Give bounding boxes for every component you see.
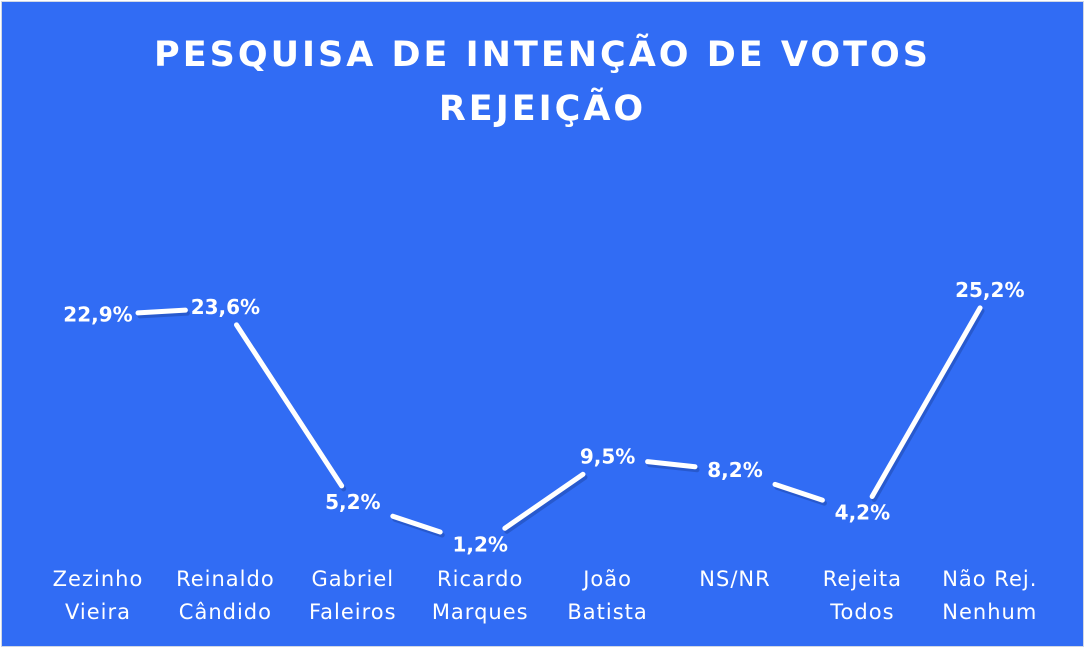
category-tick-label: NS/NR <box>699 567 770 591</box>
series-line-shadow-segment <box>137 310 190 319</box>
series-line-segment <box>502 471 586 531</box>
data-label: 22,9% <box>63 302 132 326</box>
series-line-segment <box>234 322 345 489</box>
series-line-segment <box>135 307 188 316</box>
data-label: 25,2% <box>955 278 1024 302</box>
category-tick-label: Gabriel Faleiros <box>309 567 397 624</box>
chart-title-line-2: REJEIÇÃO <box>438 89 647 129</box>
data-label: 1,2% <box>452 532 507 556</box>
series-line-segment <box>772 481 825 503</box>
category-tick-label: Não Rej. Nenhum <box>942 567 1037 624</box>
category-tick-label: Zezinho Vieira <box>53 567 144 624</box>
series-line-shadow-segment <box>647 462 700 473</box>
series-line-shadow-segment <box>504 474 588 534</box>
category-tick-label: Reinaldo Cândido <box>176 567 275 624</box>
chart-title-line-1: PESQUISA DE INTENÇÃO DE VOTOS <box>154 35 931 75</box>
data-label: 9,5% <box>580 444 635 468</box>
data-label: 23,6% <box>191 295 260 319</box>
series-line-segment <box>645 459 698 470</box>
data-label: 4,2% <box>835 500 890 524</box>
category-tick-label: Rejeita Todos <box>823 567 902 624</box>
category-tick-label: Ricardo Marques <box>432 567 529 624</box>
data-label: 8,2% <box>707 458 762 482</box>
series-line-shadow-segment <box>871 308 985 502</box>
series-line-segment <box>390 513 443 535</box>
category-tick-label: João Batista <box>567 567 647 624</box>
series-line-segment <box>869 305 983 499</box>
data-label: 5,2% <box>325 490 380 514</box>
